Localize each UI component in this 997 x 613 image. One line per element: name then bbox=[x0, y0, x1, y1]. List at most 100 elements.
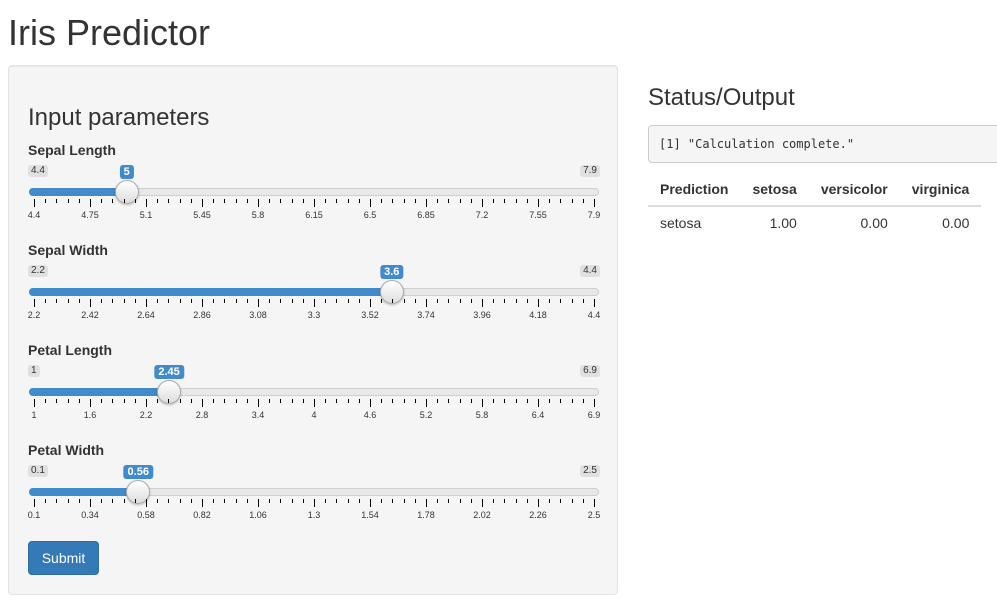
slider-min-label: 0.1 bbox=[28, 465, 48, 477]
page-title: Iris Predictor bbox=[8, 12, 211, 53]
slider-minor-tick bbox=[168, 299, 170, 303]
slider-tick-label: 3.08 bbox=[249, 310, 267, 320]
slider-minor-tick bbox=[269, 299, 271, 303]
slider-minor-tick bbox=[123, 299, 125, 303]
slider-handle[interactable] bbox=[126, 480, 151, 504]
slider-minor-tick bbox=[190, 399, 192, 403]
slider-minor-tick bbox=[437, 299, 439, 303]
slider-fill bbox=[29, 488, 139, 496]
slider-minor-tick bbox=[493, 499, 495, 503]
slider-minor-tick bbox=[549, 399, 551, 403]
slider-major-tick bbox=[594, 499, 595, 507]
slider-major-tick bbox=[594, 199, 595, 207]
slider-major-tick bbox=[146, 399, 147, 407]
slider-tick-label: 6.5 bbox=[363, 210, 377, 220]
slider-minor-tick bbox=[213, 199, 215, 203]
slider-major-tick bbox=[594, 299, 595, 307]
slider-minor-tick bbox=[515, 299, 517, 303]
slider-minor-tick bbox=[526, 299, 528, 303]
slider-tick-label: 1.3 bbox=[307, 510, 321, 520]
slider-minor-tick bbox=[549, 299, 551, 303]
slider-minor-tick bbox=[325, 199, 327, 203]
slider-tick-label: 3.96 bbox=[473, 310, 491, 320]
slider-minor-tick bbox=[571, 499, 573, 503]
slider-major-tick bbox=[34, 399, 35, 407]
slider-label: Petal Length bbox=[28, 342, 113, 358]
slider-minor-tick bbox=[403, 299, 405, 303]
slider-major-tick bbox=[370, 399, 371, 407]
submit-button[interactable]: Submit bbox=[28, 541, 99, 575]
slider-tick-label: 0.82 bbox=[193, 510, 211, 520]
slider-tick-label: 5.8 bbox=[475, 410, 489, 420]
slider-tick-label: 5.45 bbox=[193, 210, 211, 220]
slider-value-bubble: 2.45 bbox=[154, 365, 184, 379]
column-header-prediction: Prediction bbox=[648, 173, 741, 207]
slider-tick-label: 4.75 bbox=[81, 210, 99, 220]
slider-tick-label: 4.6 bbox=[363, 410, 377, 420]
input-panel: Input parameters Sepal Length 4.4 7.9 5 4.4 4… bbox=[8, 65, 618, 595]
slider-minor-tick bbox=[67, 399, 69, 403]
slider-minor-tick bbox=[112, 199, 114, 203]
slider-minor-tick bbox=[280, 199, 282, 203]
slider-minor-tick bbox=[157, 199, 159, 203]
slider-minor-tick bbox=[224, 299, 226, 303]
slider-minor-tick bbox=[179, 499, 181, 503]
slider-minor-tick bbox=[280, 299, 282, 303]
slider-minor-tick bbox=[448, 499, 450, 503]
column-header-virginica: virginica bbox=[899, 173, 982, 207]
slider-minor-tick bbox=[157, 499, 159, 503]
slider-minor-tick bbox=[246, 299, 248, 303]
slider-tick-label: 2.8 bbox=[195, 410, 209, 420]
slider-tick-label: 4.4 bbox=[587, 310, 601, 320]
slider-minor-tick bbox=[560, 299, 562, 303]
slider-fill bbox=[29, 388, 170, 396]
slider-major-tick bbox=[370, 499, 371, 507]
slider-minor-tick bbox=[493, 399, 495, 403]
slider-minor-tick bbox=[549, 499, 551, 503]
slider-minor-tick bbox=[459, 199, 461, 203]
slider-minor-tick bbox=[515, 499, 517, 503]
slider-minor-tick bbox=[459, 499, 461, 503]
slider-handle[interactable] bbox=[379, 280, 404, 304]
slider-minor-tick bbox=[470, 499, 472, 503]
slider-handle[interactable] bbox=[114, 180, 139, 204]
slider-minor-tick bbox=[224, 499, 226, 503]
slider-minor-tick bbox=[123, 399, 125, 403]
slider-minor-tick bbox=[213, 299, 215, 303]
slider-major-tick bbox=[482, 299, 483, 307]
slider-tick-label: 2.5 bbox=[587, 510, 601, 520]
slider-minor-tick bbox=[45, 499, 47, 503]
status-output-heading: Status/Output bbox=[648, 84, 795, 111]
slider-tick-label: 6.4 bbox=[531, 410, 545, 420]
slider-tick-label: 1 bbox=[31, 410, 37, 420]
slider-minor-tick bbox=[358, 199, 360, 203]
slider-major-tick bbox=[146, 499, 147, 507]
slider-minor-tick bbox=[560, 199, 562, 203]
slider-minor-tick bbox=[347, 199, 349, 203]
slider-major-tick bbox=[314, 199, 315, 207]
slider-tick-label: 5.8 bbox=[251, 210, 265, 220]
slider-minor-tick bbox=[56, 299, 58, 303]
slider-minor-tick bbox=[571, 299, 573, 303]
slider-minor-tick bbox=[179, 299, 181, 303]
slider-minor-tick bbox=[493, 299, 495, 303]
slider-tick-label: 2.02 bbox=[473, 510, 491, 520]
slider-tick-label: 5.2 bbox=[419, 410, 433, 420]
slider-major-tick bbox=[258, 499, 259, 507]
slider-minor-tick bbox=[560, 399, 562, 403]
slider-major-tick bbox=[34, 199, 35, 207]
table-row: setosa 1.00 0.00 0.00 bbox=[648, 206, 981, 239]
slider-major-tick bbox=[482, 399, 483, 407]
slider-major-tick bbox=[482, 199, 483, 207]
cell-versicolor: 0.00 bbox=[860, 215, 888, 231]
cell-virginica: 0.00 bbox=[942, 215, 970, 231]
slider-minor-tick bbox=[571, 399, 573, 403]
slider-minor-tick bbox=[325, 299, 327, 303]
slider-tick-label: 0.58 bbox=[137, 510, 155, 520]
slider-minor-tick bbox=[45, 199, 47, 203]
column-header-versicolor: versicolor bbox=[808, 173, 900, 207]
slider-minor-tick bbox=[246, 399, 248, 403]
slider-tick-label: 0.34 bbox=[81, 510, 99, 520]
slider-minor-tick bbox=[213, 499, 215, 503]
slider-minor-tick bbox=[67, 499, 69, 503]
